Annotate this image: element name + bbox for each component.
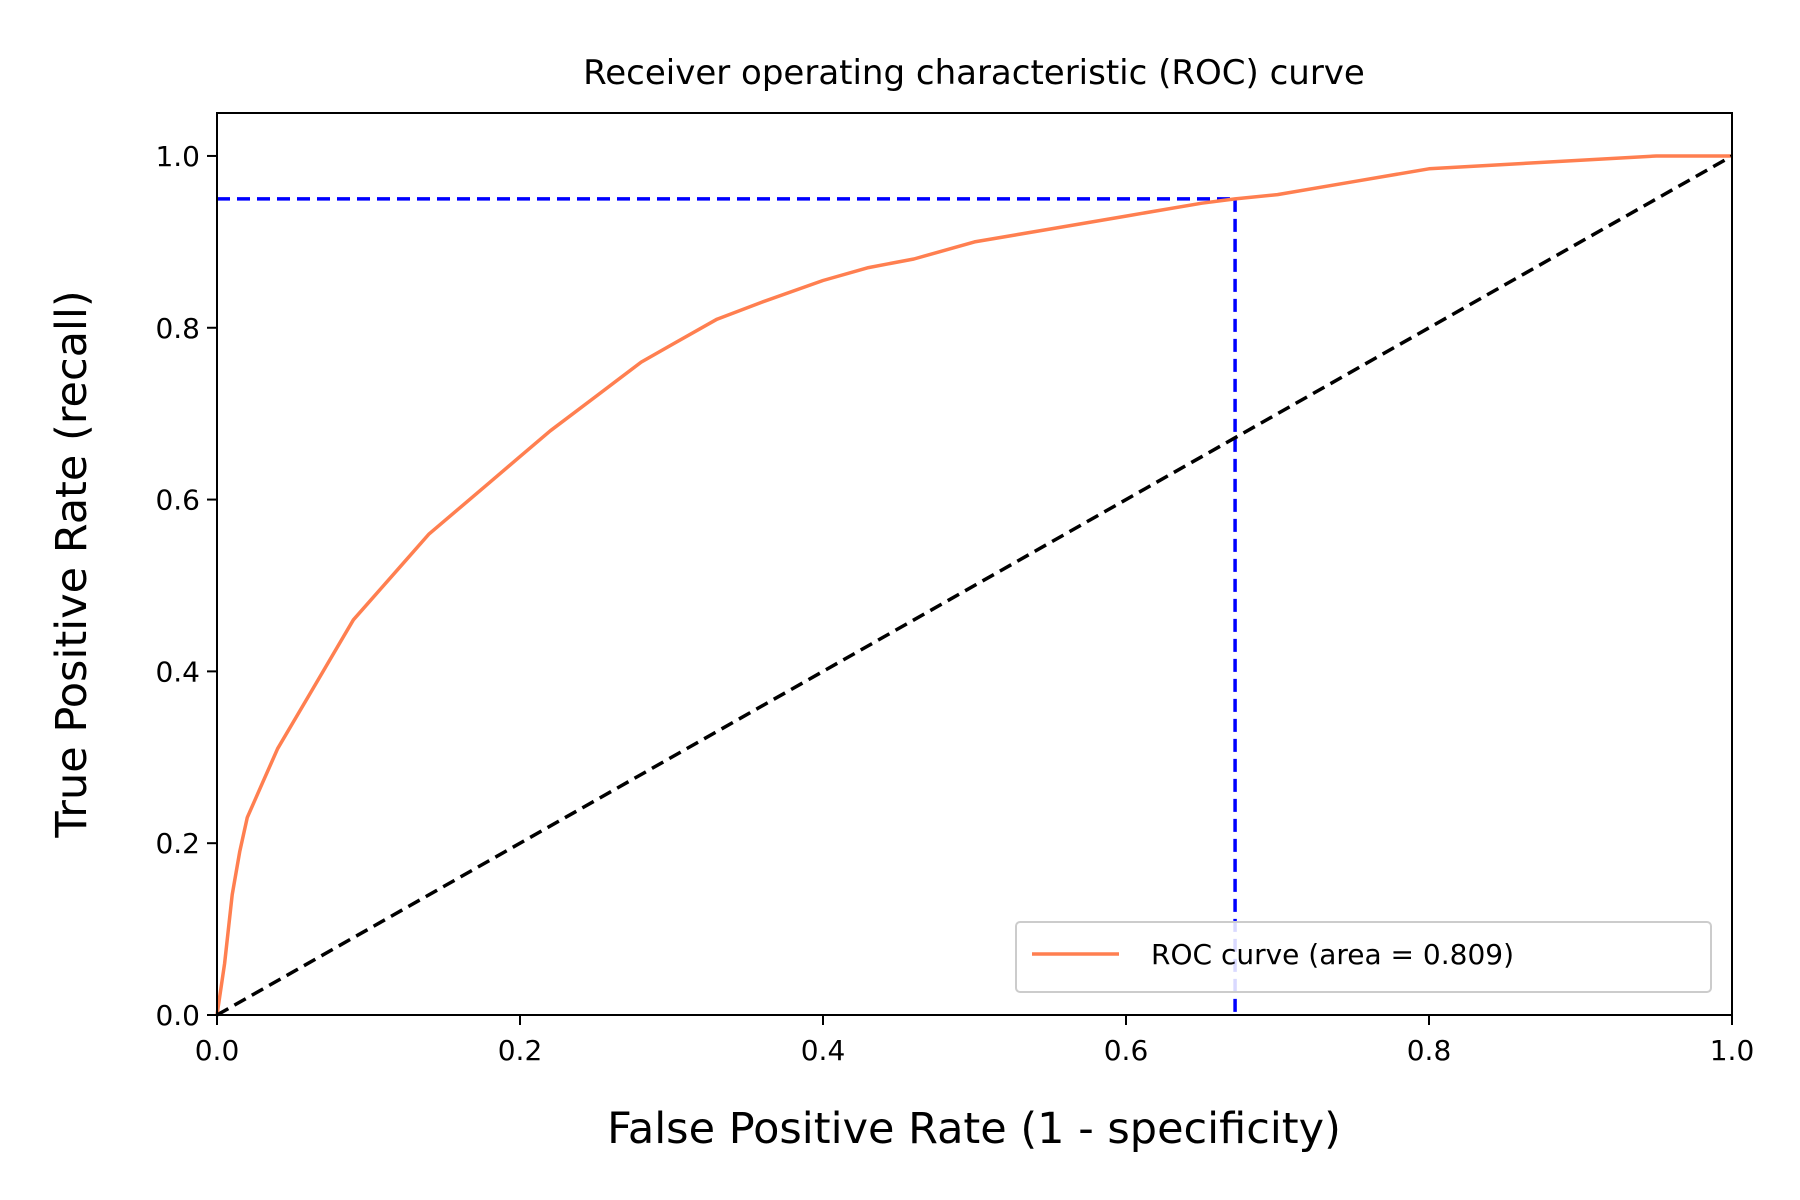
y-tick-label: 0.4 bbox=[155, 655, 200, 688]
y-axis-label: True Positive Rate (recall) bbox=[47, 290, 97, 838]
plot-area bbox=[215, 154, 1733, 1017]
x-tick-label: 1.0 bbox=[1710, 1034, 1755, 1067]
x-tick-label: 0.8 bbox=[1407, 1034, 1452, 1067]
legend-label: ROC curve (area = 0.809) bbox=[1151, 938, 1514, 971]
y-tick-label: 0.8 bbox=[155, 312, 200, 345]
x-axis-label: False Positive Rate (1 - specificity) bbox=[607, 1104, 1341, 1154]
legend: ROC curve (area = 0.809) bbox=[1015, 921, 1712, 993]
y-tick-label: 0.6 bbox=[155, 484, 200, 517]
chance-diagonal-line bbox=[216, 154, 1733, 1017]
y-tick-label: 0.2 bbox=[155, 827, 200, 860]
legend-box bbox=[1015, 921, 1712, 993]
x-tick-label: 0.2 bbox=[498, 1034, 543, 1067]
y-ticks: 0.0 0.2 0.4 0.6 0.8 1.0 bbox=[155, 140, 217, 1032]
y-tick-label: 0.0 bbox=[155, 999, 200, 1032]
x-tick-label: 0.0 bbox=[195, 1034, 240, 1067]
x-tick-label: 0.4 bbox=[801, 1034, 846, 1067]
x-ticks: 0.0 0.2 0.4 0.6 0.8 1.0 bbox=[195, 1015, 1755, 1067]
y-tick-label: 1.0 bbox=[155, 140, 200, 173]
roc-curve-line bbox=[215, 154, 1732, 1016]
chart-title: Receiver operating characteristic (ROC) … bbox=[583, 53, 1365, 93]
plot-frame bbox=[216, 112, 1733, 1016]
x-tick-label: 0.6 bbox=[1104, 1034, 1149, 1067]
